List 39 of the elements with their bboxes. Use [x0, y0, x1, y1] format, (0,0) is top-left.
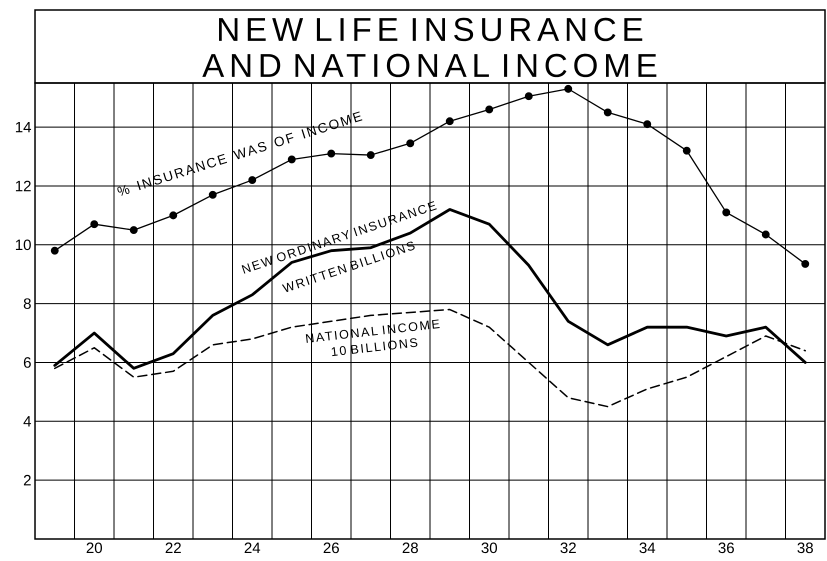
point: [801, 260, 810, 268]
x-tick-label: 24: [244, 542, 260, 553]
point: [406, 139, 414, 148]
y-tick-label: 12: [16, 180, 31, 192]
y-tick-label: 4: [23, 416, 32, 426]
point: [524, 92, 533, 100]
y-tick-label: 6: [24, 357, 31, 368]
x-tick-label: 26: [324, 542, 339, 554]
point: [366, 151, 375, 160]
x-tick-label: 30: [481, 542, 497, 554]
point: [327, 150, 336, 158]
point: [208, 190, 217, 199]
point: [130, 226, 138, 234]
y-tick-label: 14: [16, 122, 32, 132]
point: [446, 117, 454, 126]
x-tick-label: 36: [718, 542, 734, 554]
point: [604, 108, 612, 116]
point: [722, 208, 730, 216]
x-tick-label: 22: [166, 542, 181, 553]
point: [485, 106, 494, 114]
x-tick-label: 20: [86, 542, 102, 554]
y-tick-label: 2: [24, 474, 31, 486]
point: [90, 220, 98, 228]
point: [169, 211, 178, 220]
y-tick-label: 10: [16, 239, 31, 250]
x-tick-label: 34: [639, 542, 656, 554]
point: [248, 176, 256, 184]
point: [643, 120, 652, 128]
text: NATIONAL INCOME 10 BILLIONS: [306, 319, 440, 356]
point: [288, 156, 296, 164]
y-tick-label: 8: [24, 298, 31, 309]
x-tick-label: 38: [797, 542, 813, 554]
x-tick-label: 28: [402, 542, 418, 554]
chart-title: NEW LIFE INSURANCE AND NATIONAL INCOME: [202, 18, 656, 78]
point: [50, 246, 59, 255]
point: [682, 146, 691, 155]
point: [564, 84, 572, 93]
point: [762, 230, 770, 238]
x-tick-label: 32: [560, 542, 576, 554]
